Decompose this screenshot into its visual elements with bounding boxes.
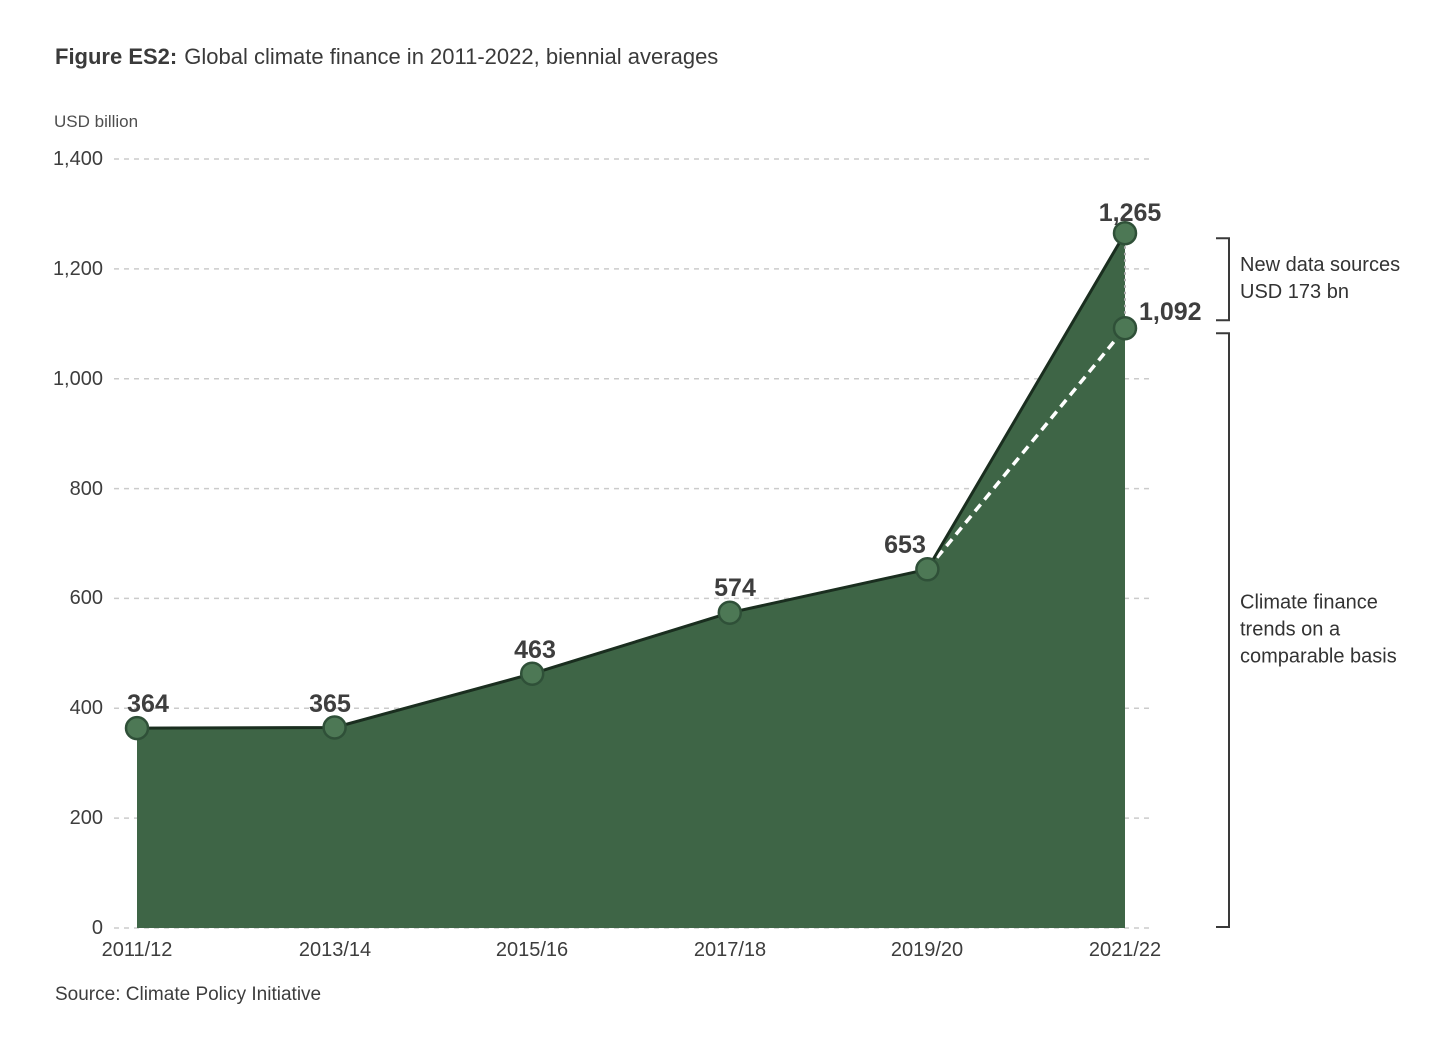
y-axis-unit-label: USD billion (54, 112, 139, 131)
data-point-marker (717, 600, 743, 625)
area-fill (137, 233, 1125, 928)
annotation-line: comparable basis (1240, 645, 1397, 668)
comparable-basis-dashed-line (926, 327, 1127, 571)
annotation-line: New data sources (1240, 254, 1401, 276)
data-point-marker (519, 661, 545, 686)
annotation-comparable-basis: Climate finance trends on a comparable b… (1240, 590, 1397, 671)
total-trend-line (136, 232, 1127, 730)
bracket-new-data-sources (1216, 237, 1230, 322)
data-point-marker (915, 557, 940, 582)
data-point-marker (1112, 315, 1138, 341)
figure-label: Figure ES2: (55, 44, 178, 69)
data-point-marker (1112, 220, 1138, 246)
annotation-line: USD 173 bn (1240, 281, 1349, 303)
data-point-marker (322, 715, 347, 740)
figure-title-text: Global climate finance in 2011-2022, bie… (184, 44, 719, 69)
annotation-new-data-sources: New data sources USD 173 bn (1240, 252, 1400, 306)
annotation-line: trends on a (1240, 618, 1341, 641)
source-note: Source: Climate Policy Initiative (55, 984, 322, 1005)
annotation-line: Climate finance (1240, 591, 1378, 614)
data-point-marker (124, 715, 150, 741)
bracket-comparable-basis (1216, 332, 1230, 928)
figure-title: Figure ES2: Global climate finance in 201… (55, 44, 718, 70)
